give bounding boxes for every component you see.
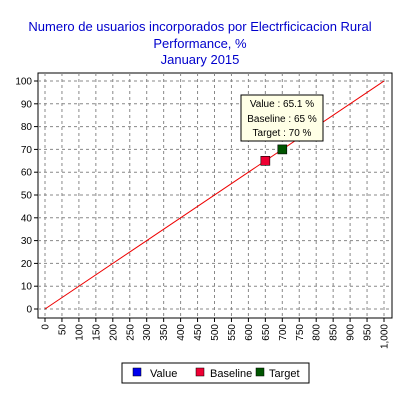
legend-marker-target [255, 367, 265, 377]
x-tick-label-300: 300 [142, 324, 153, 341]
tooltip-value-line: Value : 65.1 % [250, 99, 314, 110]
y-axis: 0 10 20 30 40 50 60 70 80 90 100 [15, 77, 38, 316]
tooltip-target-line: Target : 70 % [253, 128, 312, 139]
x-tick-label-950: 950 [363, 324, 374, 341]
tooltip-box [240, 94, 324, 142]
x-tick-label-0: 0 [41, 324, 52, 330]
x-tick-label-450: 450 [193, 324, 204, 341]
target-point [277, 144, 288, 155]
x-tick-label-850: 850 [329, 324, 340, 341]
x-tick-label-50: 50 [57, 324, 68, 336]
y-tick-label-20: 20 [21, 259, 33, 270]
chart-title-line-1: Numero de usuarios incorporados por Elec… [28, 19, 371, 34]
x-tick-label-600: 600 [244, 324, 255, 341]
y-tick-label-30: 30 [21, 236, 33, 247]
y-tick-label-100: 100 [15, 77, 32, 88]
trend-line-series [44, 80, 385, 310]
x-tick-label-200: 200 [108, 324, 119, 341]
x-tick-label-800: 800 [312, 324, 323, 341]
x-tick-label-1000: 1,000 [380, 324, 391, 349]
y-tick-label-50: 50 [21, 191, 33, 202]
x-tick-label-100: 100 [74, 324, 85, 341]
chart-title-line-2: Performance, % [153, 36, 247, 51]
legend-label-baseline: Baseline [210, 368, 252, 380]
y-tick-label-40: 40 [21, 213, 33, 224]
trend-line [44, 80, 385, 310]
y-tick-label-10: 10 [21, 282, 33, 293]
x-tick-label-550: 550 [227, 324, 238, 341]
grid [38, 73, 392, 318]
x-tick-label-400: 400 [176, 324, 187, 341]
legend-label-value: Value [150, 368, 177, 380]
x-tick-label-650: 650 [261, 324, 272, 341]
chart-title: Numero de usuarios incorporados por Elec… [28, 19, 371, 67]
baseline-point [260, 156, 271, 166]
y-tick-label-70: 70 [21, 145, 33, 156]
y-tick-label-80: 80 [21, 122, 33, 133]
x-tick-label-250: 250 [125, 324, 136, 341]
x-axis: 0 50 100 150 200 250 300 350 400 450 500 550 600 650 7… [41, 318, 391, 349]
y-tick-label-60: 60 [21, 168, 33, 179]
y-tick-label-0: 0 [26, 305, 32, 316]
legend: Value Baseline Target [121, 362, 310, 384]
legend-marker-baseline [195, 367, 205, 377]
x-tick-label-700: 700 [278, 324, 289, 341]
value-tooltip: Value : 65.1 % Baseline : 65 % Target : … [240, 94, 324, 142]
x-tick-label-750: 750 [295, 324, 306, 341]
data-points [260, 144, 288, 166]
chart-title-line-3: January 2015 [161, 52, 240, 67]
x-tick-label-500: 500 [210, 324, 221, 341]
legend-label-target: Target [269, 368, 300, 380]
tooltip-baseline-line: Baseline : 65 % [247, 114, 317, 125]
x-tick-label-150: 150 [91, 324, 102, 341]
legend-marker-value [132, 367, 142, 377]
x-tick-label-900: 900 [346, 324, 357, 341]
y-tick-label-90: 90 [21, 99, 33, 110]
x-tick-label-350: 350 [159, 324, 170, 341]
